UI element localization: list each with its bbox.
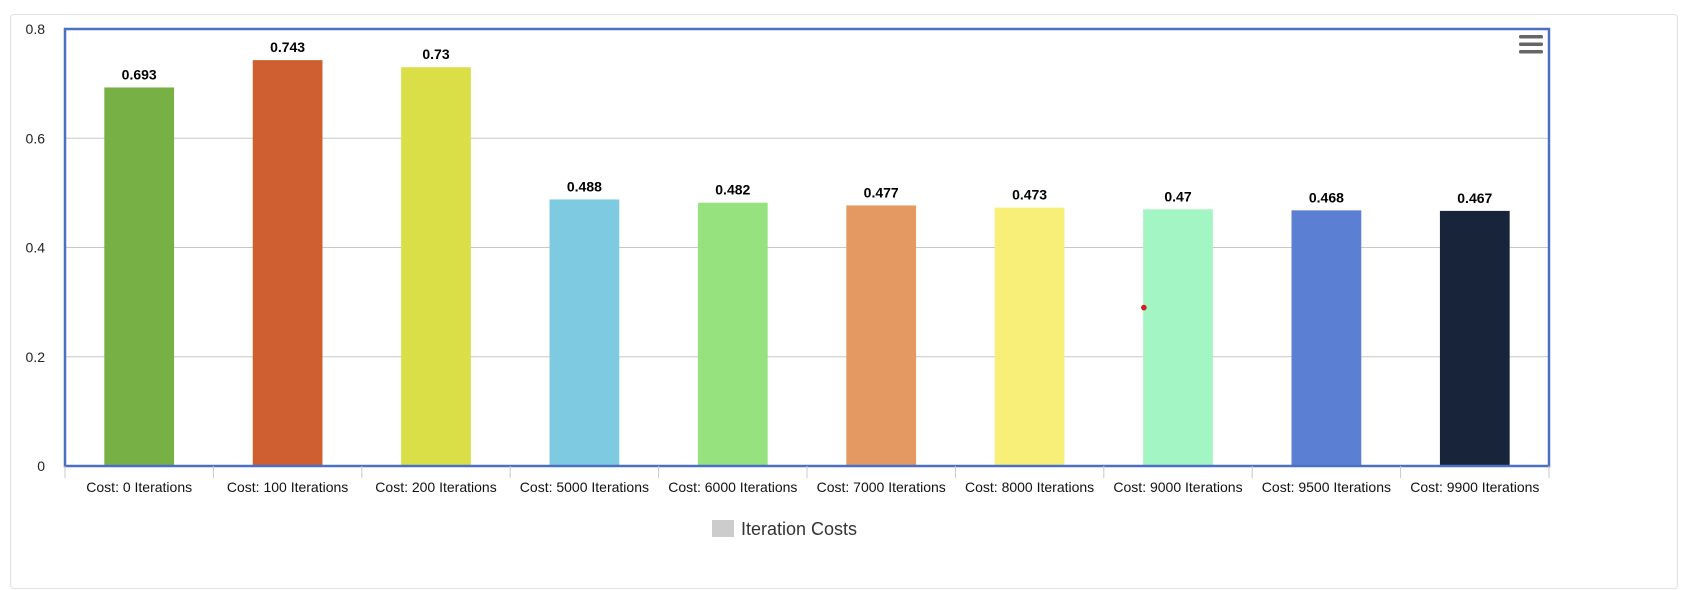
data-label: 0.693 bbox=[122, 66, 157, 82]
data-labels: 0.693 0.743 0.73 0.488 0.482 0.477 0.473 0.47 0.… bbox=[122, 39, 1493, 206]
bar[interactable] bbox=[1291, 210, 1362, 466]
x-tick-label: Cost: 9500 Iterations bbox=[1262, 479, 1391, 495]
bar[interactable] bbox=[697, 202, 768, 466]
bar[interactable] bbox=[846, 205, 917, 466]
y-tick-label: 0.4 bbox=[26, 240, 46, 256]
marker-dot bbox=[1141, 304, 1147, 311]
data-label: 0.73 bbox=[422, 46, 449, 62]
x-tick-label: Cost: 100 Iterations bbox=[227, 479, 348, 495]
legend-swatch bbox=[712, 520, 734, 537]
y-axis-ticks: 0 0.2 0.4 0.6 0.8 bbox=[26, 21, 46, 474]
data-label: 0.477 bbox=[864, 184, 899, 200]
y-tick-label: 0.6 bbox=[26, 130, 46, 146]
hamburger-menu-icon[interactable] bbox=[1519, 35, 1543, 54]
y-tick-label: 0 bbox=[37, 458, 45, 474]
data-label: 0.473 bbox=[1012, 187, 1047, 203]
x-tick-label: Cost: 8000 Iterations bbox=[965, 479, 1094, 495]
x-tick-label: Cost: 9900 Iterations bbox=[1410, 479, 1539, 495]
bar[interactable] bbox=[104, 87, 175, 466]
bar[interactable] bbox=[252, 60, 323, 466]
data-label: 0.488 bbox=[567, 178, 602, 194]
bar-chart: 0 0.2 0.4 0.6 0.8 Cost: 0 Iterations Cost: 10… bbox=[26, 21, 1551, 539]
y-tick-label: 0.2 bbox=[26, 349, 46, 365]
x-tick-label: Cost: 5000 Iterations bbox=[520, 479, 649, 495]
data-label: 0.467 bbox=[1457, 190, 1492, 206]
x-axis-ticks: Cost: 0 Iterations Cost: 100 Iterations Co… bbox=[64, 466, 1550, 495]
data-label: 0.468 bbox=[1309, 189, 1344, 205]
data-label: 0.482 bbox=[715, 182, 750, 198]
y-tick-label: 0.8 bbox=[26, 21, 46, 37]
bar[interactable] bbox=[549, 199, 620, 466]
bars-group[interactable] bbox=[104, 60, 1510, 467]
bar[interactable] bbox=[1143, 209, 1213, 466]
bar[interactable] bbox=[1439, 210, 1510, 466]
bar[interactable] bbox=[401, 67, 471, 467]
data-label: 0.47 bbox=[1164, 188, 1191, 204]
x-tick-label: Cost: 200 Iterations bbox=[375, 479, 496, 495]
legend-label[interactable]: Iteration Costs bbox=[741, 519, 857, 539]
x-tick-label: Cost: 0 Iterations bbox=[86, 479, 192, 495]
chart-container: 0 0.2 0.4 0.6 0.8 Cost: 0 Iterations Cost: 10… bbox=[10, 14, 1678, 589]
x-tick-label: Cost: 7000 Iterations bbox=[817, 479, 946, 495]
legend[interactable]: Iteration Costs bbox=[712, 519, 857, 539]
x-tick-label: Cost: 6000 Iterations bbox=[668, 479, 797, 495]
bar[interactable] bbox=[994, 207, 1065, 466]
x-tick-label: Cost: 9000 Iterations bbox=[1113, 479, 1242, 495]
data-label: 0.743 bbox=[270, 39, 305, 55]
